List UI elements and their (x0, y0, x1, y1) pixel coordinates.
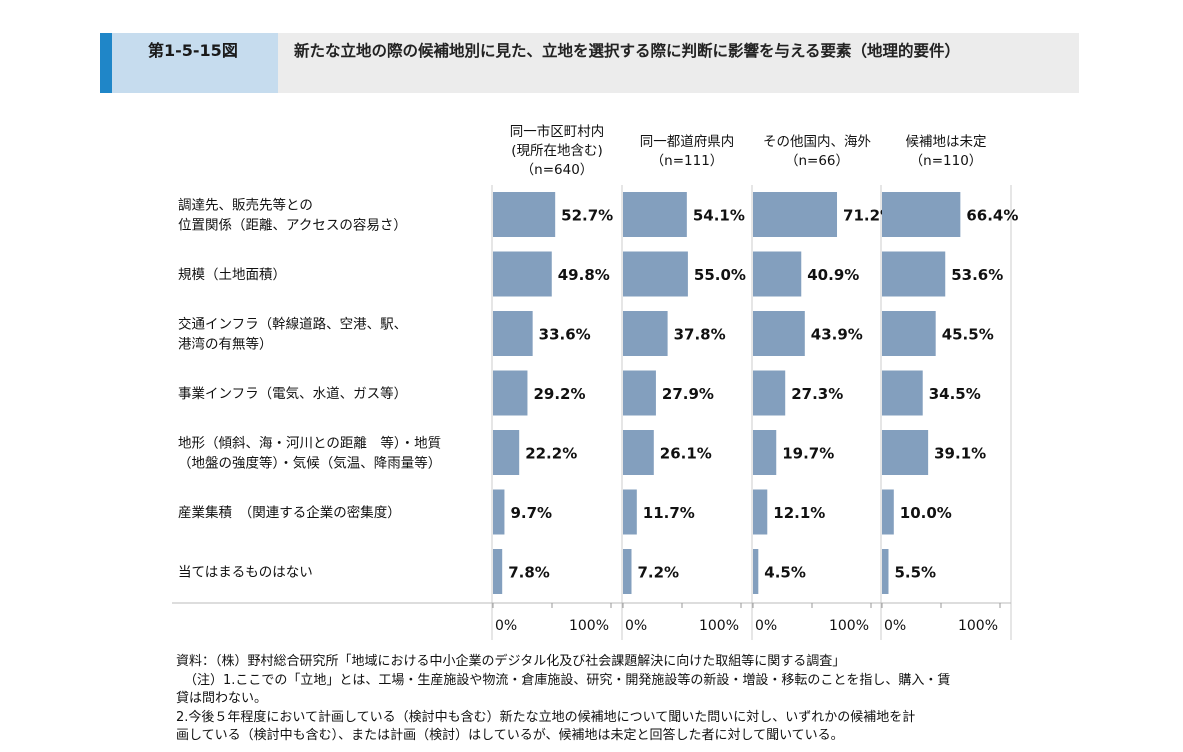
category-label: 事業インフラ（電気、水道、ガス等） (178, 385, 407, 402)
data-bar (882, 311, 936, 356)
data-bar (753, 430, 777, 475)
data-bar (882, 430, 929, 475)
data-label: 37.8% (674, 326, 726, 344)
data-label: 7.8% (508, 564, 550, 582)
data-bar (753, 192, 838, 237)
data-bar (623, 192, 687, 237)
data-bar (753, 549, 759, 594)
data-bar (493, 251, 552, 297)
data-bar (623, 370, 656, 416)
axis-tick-label: 0% (755, 618, 777, 634)
data-bar (493, 489, 505, 535)
column-header-label: 候補地は未定 (906, 134, 987, 150)
column-header-label: （n=111） (651, 153, 724, 169)
data-label: 27.9% (662, 385, 714, 403)
data-label: 34.5% (929, 385, 981, 403)
data-label: 10.0% (900, 504, 952, 522)
figure-number: 第1-5-15図 (112, 33, 278, 93)
data-label: 52.7% (561, 207, 613, 225)
data-label: 55.0% (694, 266, 746, 284)
data-bar (753, 251, 802, 297)
data-bar (882, 370, 923, 416)
data-label: 29.2% (533, 385, 585, 403)
category-label: 調達先、販売先等との (178, 197, 313, 214)
category-label: 地形（傾斜、海・河川との距離 等）・地質 (178, 435, 441, 452)
data-bar (882, 192, 961, 237)
column-header-label: （n=640） (521, 162, 594, 178)
data-label: 27.3% (791, 385, 843, 403)
axis-tick-label: 100% (829, 618, 869, 634)
note-1-line-1: （注）1.ここでの「立地」とは、工場・生産施設や物流・倉庫施設、研究・開発施設等… (184, 672, 951, 688)
column-header-label: 同一都道府県内 (640, 134, 735, 150)
figure-title: 新たな立地の際の候補地別に見た、立地を選択する際に判断に影響を与える要素（地理的… (294, 42, 961, 60)
note-2-line-2: 画している（検討中も含む）、または計画（検討）はしているが、候補地は未定と回答し… (176, 728, 844, 743)
column-header-label: その他国内、海外 (763, 134, 871, 150)
data-label: 12.1% (773, 504, 825, 522)
note-1-line-2: 貸は問わない。 (176, 691, 268, 706)
data-bar (882, 549, 889, 594)
header-accent-bar (100, 33, 112, 93)
data-label: 49.8% (558, 266, 610, 284)
data-label: 40.9% (807, 266, 859, 284)
axis-tick-label: 100% (699, 618, 739, 634)
column-header-label: （n=66） (785, 153, 849, 169)
axis-tick-label: 100% (958, 618, 998, 634)
data-bar (623, 489, 637, 535)
category-label: 当てはまるものはない (178, 565, 313, 581)
axis-tick-label: 0% (625, 618, 647, 634)
data-bar (493, 549, 503, 594)
data-label: 43.9% (811, 326, 863, 344)
data-label: 7.2% (637, 564, 679, 582)
data-label: 11.7% (643, 504, 695, 522)
data-label: 33.6% (539, 326, 591, 344)
category-label: 産業集積 （関連する企業の密集度） (178, 504, 401, 521)
data-label: 4.5% (764, 564, 806, 582)
data-label: 53.6% (951, 266, 1003, 284)
category-label: （地盤の強度等）・気候（気温、降雨量等） (178, 455, 441, 472)
data-bar (623, 549, 632, 594)
data-label: 19.7% (782, 445, 834, 463)
data-label: 9.7% (510, 504, 552, 522)
data-bar (623, 251, 688, 297)
data-bar (493, 430, 520, 475)
data-bar (753, 489, 768, 535)
column-header-label: （n=110） (910, 153, 983, 169)
data-label: 39.1% (934, 445, 986, 463)
axis-tick-label: 100% (569, 618, 609, 634)
data-bar (753, 370, 786, 416)
column-header-label: (現所在地含む) (511, 143, 603, 159)
axis-tick-label: 0% (884, 618, 906, 634)
notes: 資料：（株）野村総合研究所「地域における中小企業のデジタル化及び社会課題解決に向… (176, 653, 1036, 746)
axis-tick-label: 0% (495, 618, 517, 634)
data-label: 66.4% (966, 207, 1018, 225)
data-bar (623, 311, 668, 356)
column-header-label: 同一市区町村内 (510, 123, 605, 140)
data-label: 26.1% (660, 445, 712, 463)
data-bar (882, 489, 894, 535)
data-bar (493, 192, 556, 237)
note-source: 資料：（株）野村総合研究所「地域における中小企業のデジタル化及び社会課題解決に向… (176, 654, 846, 669)
figure-header: 第1-5-15図 新たな立地の際の候補地別に見た、立地を選択する際に判断に影響を… (100, 33, 1079, 93)
data-label: 22.2% (525, 445, 577, 463)
data-bar (493, 370, 528, 416)
data-label: 45.5% (942, 326, 994, 344)
category-label: 港湾の有無等） (178, 336, 273, 353)
data-bar (493, 311, 533, 356)
category-label: 規模（土地面積） (178, 267, 286, 283)
category-label: 交通インフラ（幹線道路、空港、駅、 (178, 316, 407, 333)
data-bar (623, 430, 654, 475)
data-bar (882, 251, 946, 297)
data-bar (753, 311, 805, 356)
note-2-line-1: 2.今後５年程度において計画している（検討中も含む）新たな立地の候補地について聞… (176, 709, 916, 725)
data-label: 5.5% (894, 564, 936, 582)
data-label: 54.1% (693, 207, 745, 225)
category-label: 位置関係（距離、アクセスの容易さ） (178, 217, 407, 234)
